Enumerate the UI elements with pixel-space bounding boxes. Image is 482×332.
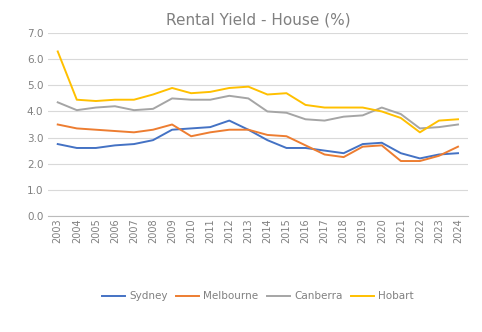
Canberra — [188, 98, 194, 102]
Line: Canberra: Canberra — [58, 96, 458, 128]
Sydney — [265, 138, 270, 142]
Sydney — [379, 141, 385, 145]
Hobart — [379, 110, 385, 114]
Canberra — [55, 100, 61, 104]
Sydney — [131, 142, 137, 146]
Melbourne — [283, 134, 289, 138]
Canberra — [379, 106, 385, 110]
Canberra — [398, 112, 404, 116]
Canberra — [455, 123, 461, 126]
Melbourne — [55, 123, 61, 126]
Hobart — [455, 117, 461, 121]
Sydney — [150, 138, 156, 142]
Hobart — [303, 103, 308, 107]
Hobart — [265, 93, 270, 97]
Melbourne — [303, 143, 308, 147]
Sydney — [417, 156, 423, 160]
Hobart — [398, 116, 404, 120]
Melbourne — [169, 123, 175, 126]
Canberra — [341, 115, 347, 119]
Hobart — [417, 130, 423, 134]
Canberra — [360, 114, 365, 118]
Canberra — [112, 104, 118, 108]
Sydney — [112, 143, 118, 147]
Line: Sydney: Sydney — [58, 121, 458, 158]
Melbourne — [150, 128, 156, 132]
Melbourne — [436, 154, 442, 158]
Hobart — [207, 90, 213, 94]
Melbourne — [360, 145, 365, 149]
Line: Hobart: Hobart — [58, 51, 458, 132]
Melbourne — [379, 143, 385, 147]
Canberra — [150, 107, 156, 111]
Melbourne — [227, 128, 232, 132]
Melbourne — [455, 145, 461, 149]
Sydney — [245, 128, 251, 132]
Hobart — [227, 86, 232, 90]
Canberra — [74, 108, 80, 112]
Melbourne — [245, 128, 251, 132]
Sydney — [188, 126, 194, 130]
Canberra — [303, 117, 308, 121]
Melbourne — [131, 130, 137, 134]
Melbourne — [74, 126, 80, 130]
Sydney — [169, 128, 175, 132]
Hobart — [55, 49, 61, 53]
Melbourne — [398, 159, 404, 163]
Canberra — [417, 126, 423, 130]
Canberra — [169, 96, 175, 100]
Sydney — [55, 142, 61, 146]
Melbourne — [207, 130, 213, 134]
Canberra — [436, 125, 442, 129]
Hobart — [245, 85, 251, 89]
Canberra — [321, 119, 327, 123]
Sydney — [455, 151, 461, 155]
Hobart — [321, 106, 327, 110]
Melbourne — [417, 159, 423, 163]
Canberra — [283, 111, 289, 115]
Legend: Sydney, Melbourne, Canberra, Hobart: Sydney, Melbourne, Canberra, Hobart — [98, 287, 417, 305]
Sydney — [360, 142, 365, 146]
Sydney — [341, 151, 347, 155]
Canberra — [93, 106, 99, 110]
Sydney — [283, 146, 289, 150]
Hobart — [360, 106, 365, 110]
Canberra — [207, 98, 213, 102]
Melbourne — [188, 134, 194, 138]
Hobart — [74, 98, 80, 102]
Sydney — [303, 146, 308, 150]
Melbourne — [112, 129, 118, 133]
Sydney — [93, 146, 99, 150]
Canberra — [131, 108, 137, 112]
Hobart — [169, 86, 175, 90]
Sydney — [321, 149, 327, 153]
Sydney — [436, 152, 442, 156]
Hobart — [112, 98, 118, 102]
Canberra — [245, 96, 251, 100]
Melbourne — [265, 133, 270, 137]
Hobart — [131, 98, 137, 102]
Sydney — [207, 125, 213, 129]
Sydney — [74, 146, 80, 150]
Melbourne — [341, 155, 347, 159]
Melbourne — [93, 128, 99, 132]
Hobart — [188, 91, 194, 95]
Sydney — [398, 151, 404, 155]
Hobart — [341, 106, 347, 110]
Canberra — [227, 94, 232, 98]
Sydney — [227, 119, 232, 123]
Hobart — [436, 119, 442, 123]
Canberra — [265, 110, 270, 114]
Line: Melbourne: Melbourne — [58, 124, 458, 161]
Title: Rental Yield - House (%): Rental Yield - House (%) — [165, 13, 350, 28]
Hobart — [93, 99, 99, 103]
Hobart — [150, 93, 156, 97]
Melbourne — [321, 152, 327, 156]
Hobart — [283, 91, 289, 95]
